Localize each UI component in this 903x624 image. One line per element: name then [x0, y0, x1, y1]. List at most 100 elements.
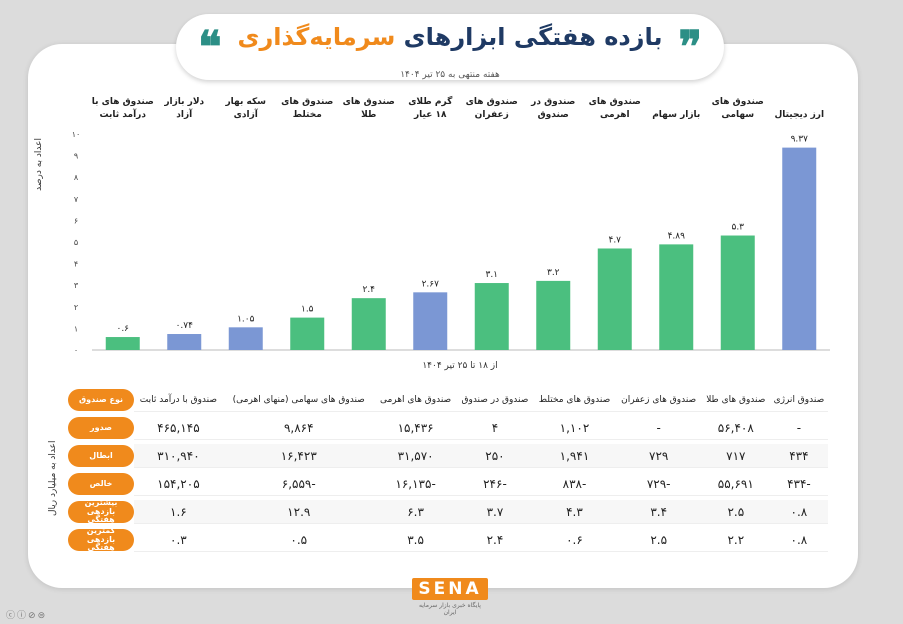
bar-value-label: ۴.۸۹	[668, 231, 686, 241]
cc-icon: ⓒ	[6, 611, 18, 621]
table-cell: ۴۳۴	[769, 444, 828, 468]
table-cell: -	[769, 416, 828, 440]
table-cell: -۴۳۴	[769, 472, 828, 496]
table-row: ۰.۸ ۲.۲ ۲.۵ ۰.۶ ۲.۴ ۳.۵ ۰.۵ ۰.۳ کمترین بازدهی هف…	[68, 527, 828, 552]
table-cell: -۱۶,۱۳۵	[374, 472, 457, 496]
bar-value-label: ۹.۳۷	[791, 135, 809, 145]
column-header: صندوق های سهامی (منهای اهرمی)	[222, 388, 375, 412]
row-label-pill: صدور	[68, 417, 134, 439]
table-cell: ۷۱۷	[701, 444, 770, 468]
column-header: صندوق با درآمد ثابت	[134, 388, 223, 412]
y-tick-label: ۷	[74, 195, 79, 204]
row-label-pill: خالص	[68, 473, 134, 495]
table-cell: ۳.۴	[615, 500, 702, 524]
bar-value-label: ۳.۲	[547, 268, 560, 278]
category-label: صندوق های زعفران	[466, 97, 518, 120]
table-cell: ۰.۵	[222, 528, 375, 552]
category-label: گرم طلای ۱۸ عیار	[408, 95, 453, 120]
y-tick-label: ۳	[74, 281, 79, 290]
y-tick-label: ۱	[74, 324, 78, 333]
table-cell: ۲.۴	[456, 528, 534, 552]
bar	[228, 327, 263, 350]
category-label: صندوق های طلا	[343, 97, 395, 120]
table-cell: ۵۶,۴۰۸	[701, 416, 770, 440]
chart-x-axis-label: از ۱۸ تا ۲۵ تیر ۱۴۰۴	[422, 361, 498, 371]
row-header-pill: نوع صندوق	[68, 389, 134, 411]
table-cell: ۱,۹۴۱	[533, 444, 616, 468]
bar-value-label: ۰.۶	[116, 324, 129, 334]
fund-flows-table: صندوق انرژی صندوق های طلا صندوق های زعفران…	[68, 384, 828, 556]
bar	[720, 235, 755, 350]
bar-value-label: ۰.۷۴	[176, 321, 194, 331]
table-cell: ۶.۳	[374, 500, 457, 524]
table-row: -۴۳۴ ۵۵,۶۹۱ -۷۲۹ -۸۳۸ -۲۴۶ -۱۶,۱۳۵ -۶,۵۵۹ ۱۵۴,۲…	[68, 472, 828, 496]
row-label-pill: بیشترین بازدهی هفتگی	[68, 499, 134, 524]
table-cell: -	[615, 416, 702, 440]
column-header: صندوق های زعفران	[615, 388, 702, 412]
bar	[474, 283, 509, 350]
table-cell: ۱,۱۰۲	[533, 416, 616, 440]
category-label: ارز دیجیتال	[774, 110, 824, 120]
table-cell: ۳.۵	[374, 528, 457, 552]
category-label: سکه بهار آزادی	[224, 97, 266, 120]
table-cell: ۵۵,۶۹۱	[701, 472, 770, 496]
category-label: صندوق در صندوق	[530, 97, 575, 120]
bar-chart: ۰ ۱ ۲ ۳ ۴ ۵ ۶ ۷ ۸ ۹ ۱۰ ۰.۶ صندوق های با درآمد ثابت ۰.۷…	[72, 95, 830, 355]
category-label: دلار بازار آزاد	[163, 97, 204, 120]
table-row: ۴۳۴ ۷۱۷ ۷۲۹ ۱,۹۴۱ ۲۵۰ ۳۱,۵۷۰ ۱۶,۴۲۳ ۳۱۰,۹۴۰ ابطا…	[68, 444, 828, 468]
table-cell: ۷۲۹	[615, 444, 702, 468]
table-cell: -۷۲۹	[615, 472, 702, 496]
column-header: صندوق های اهرمی	[374, 388, 457, 412]
table-cell: ۱۲.۹	[222, 500, 375, 524]
bar	[536, 280, 571, 350]
table-cell: ۰.۶	[533, 528, 616, 552]
nd-icon: ⊜	[37, 611, 48, 621]
page-title: بازده هفتگی ابزارهای سرمایه‌گذاری	[237, 23, 663, 51]
table-cell: ۱۶,۴۲۳	[222, 444, 375, 468]
category-label: صندوق های اهرمی	[589, 97, 641, 120]
table-cell: ۹,۸۶۴	[222, 416, 375, 440]
table-cell: ۰.۸	[769, 528, 828, 552]
column-header: صندوق در صندوق	[456, 388, 534, 412]
table-header-row: صندوق انرژی صندوق های طلا صندوق های زعفران…	[68, 388, 828, 412]
y-tick-label: ۸	[74, 173, 79, 182]
table-cell: ۱۵,۴۳۶	[374, 416, 457, 440]
table-cell: ۴۶۵,۱۴۵	[134, 416, 223, 440]
y-tick-label: ۲	[74, 303, 78, 312]
table-y-axis-label: اعداد به میلیارد ریال	[48, 440, 58, 516]
table-cell: ۰.۳	[134, 528, 223, 552]
bar-value-label: ۲.۴	[362, 285, 375, 295]
bar-value-label: ۵.۳	[731, 223, 744, 233]
row-label-pill: کمترین بازدهی هفتگی	[68, 527, 134, 552]
license-icons: ⓒⓘ⊘⊜	[6, 608, 47, 621]
nc-icon: ⊘	[28, 611, 38, 621]
row-label-pill: ابطال	[68, 445, 134, 467]
bar	[105, 337, 140, 350]
bar	[290, 317, 325, 350]
bar	[167, 334, 202, 350]
table-cell: ۲.۲	[701, 528, 770, 552]
bar	[659, 244, 694, 350]
bar-value-label: ۴.۷	[608, 235, 621, 245]
bar-value-label: ۲.۶۷	[422, 279, 440, 289]
bar-value-label: ۱.۵	[301, 305, 314, 315]
category-label: صندوق های مختلط	[281, 97, 333, 120]
logo-mark: SENA	[412, 578, 488, 600]
y-tick-label: ۶	[74, 216, 78, 225]
logo-tagline: پایگاه خبری بازار سرمایه ایران	[419, 602, 481, 616]
title-banner: ❞ ❝ بازده هفتگی ابزارهای سرمایه‌گذاری هف…	[176, 14, 724, 80]
sena-logo: SENA پایگاه خبری بازار سرمایه ایران	[412, 578, 488, 618]
table-cell: ۴.۳	[533, 500, 616, 524]
y-tick-label: ۰	[74, 346, 78, 355]
category-label: صندوق های با درآمد ثابت	[92, 97, 154, 120]
table-cell: -۸۳۸	[533, 472, 616, 496]
page-subtitle: هفته منتهی به ۲۵ تیر ۱۴۰۴	[400, 70, 500, 80]
bar	[782, 147, 817, 350]
bar-value-label: ۳.۱	[485, 270, 498, 280]
table-cell: ۱.۶	[134, 500, 223, 524]
table-row: ۰.۸ ۲.۵ ۳.۴ ۴.۳ ۳.۷ ۶.۳ ۱۲.۹ ۱.۶ بیشترین بازدهی …	[68, 499, 828, 524]
column-header: صندوق های مختلط	[533, 388, 616, 412]
table-cell: ۰.۸	[769, 500, 828, 524]
column-header: صندوق های طلا	[701, 388, 770, 412]
y-tick-label: ۹	[74, 152, 78, 161]
